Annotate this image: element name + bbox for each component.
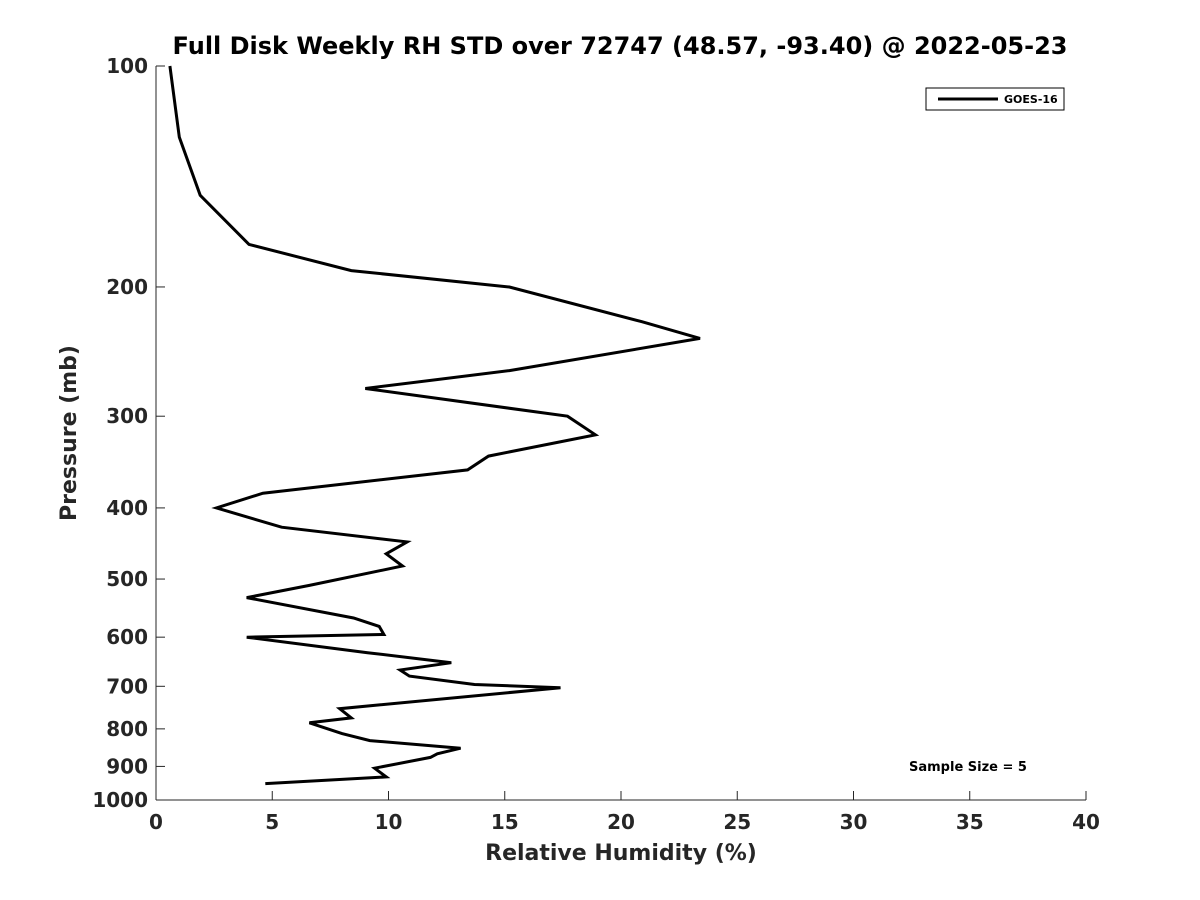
x-tick-label: 40 — [1072, 810, 1100, 834]
legend-label: GOES-16 — [1004, 93, 1058, 106]
chart-title: Full Disk Weekly RH STD over 72747 (48.5… — [173, 32, 1068, 60]
x-tick-label: 15 — [491, 810, 519, 834]
y-tick-label: 700 — [106, 674, 148, 698]
x-tick-label: 10 — [375, 810, 403, 834]
y-tick-label: 400 — [106, 496, 148, 520]
x-tick-label: 20 — [607, 810, 635, 834]
y-tick-label: 1000 — [92, 788, 148, 812]
y-tick-label: 100 — [106, 54, 148, 78]
series-line-0 — [168, 65, 701, 786]
y-tick-label: 500 — [106, 567, 148, 591]
sample-size-annotation: Sample Size = 5 — [909, 760, 1027, 775]
x-ticks: 0 5 10 15 20 25 30 35 40 — [149, 791, 1100, 834]
legend: GOES-16 — [925, 87, 1065, 111]
y-tick-label: 200 — [106, 275, 148, 299]
y-axis-label: Pressure (mb) — [57, 345, 82, 521]
x-tick-label: 35 — [956, 810, 984, 834]
y-ticks: 100 200 300 400 500 600 700 800 900 1000 — [92, 54, 165, 812]
y-tick-label: 800 — [106, 717, 148, 741]
x-tick-label: 0 — [149, 810, 163, 834]
x-tick-label: 30 — [840, 810, 868, 834]
x-tick-label: 5 — [265, 810, 279, 834]
x-tick-label: 25 — [723, 810, 751, 834]
y-tick-label: 300 — [106, 404, 148, 428]
series-layer — [168, 65, 701, 786]
y-tick-label: 900 — [106, 754, 148, 778]
y-tick-label: 600 — [106, 625, 148, 649]
x-axis-label: Relative Humidity (%) — [485, 841, 757, 866]
